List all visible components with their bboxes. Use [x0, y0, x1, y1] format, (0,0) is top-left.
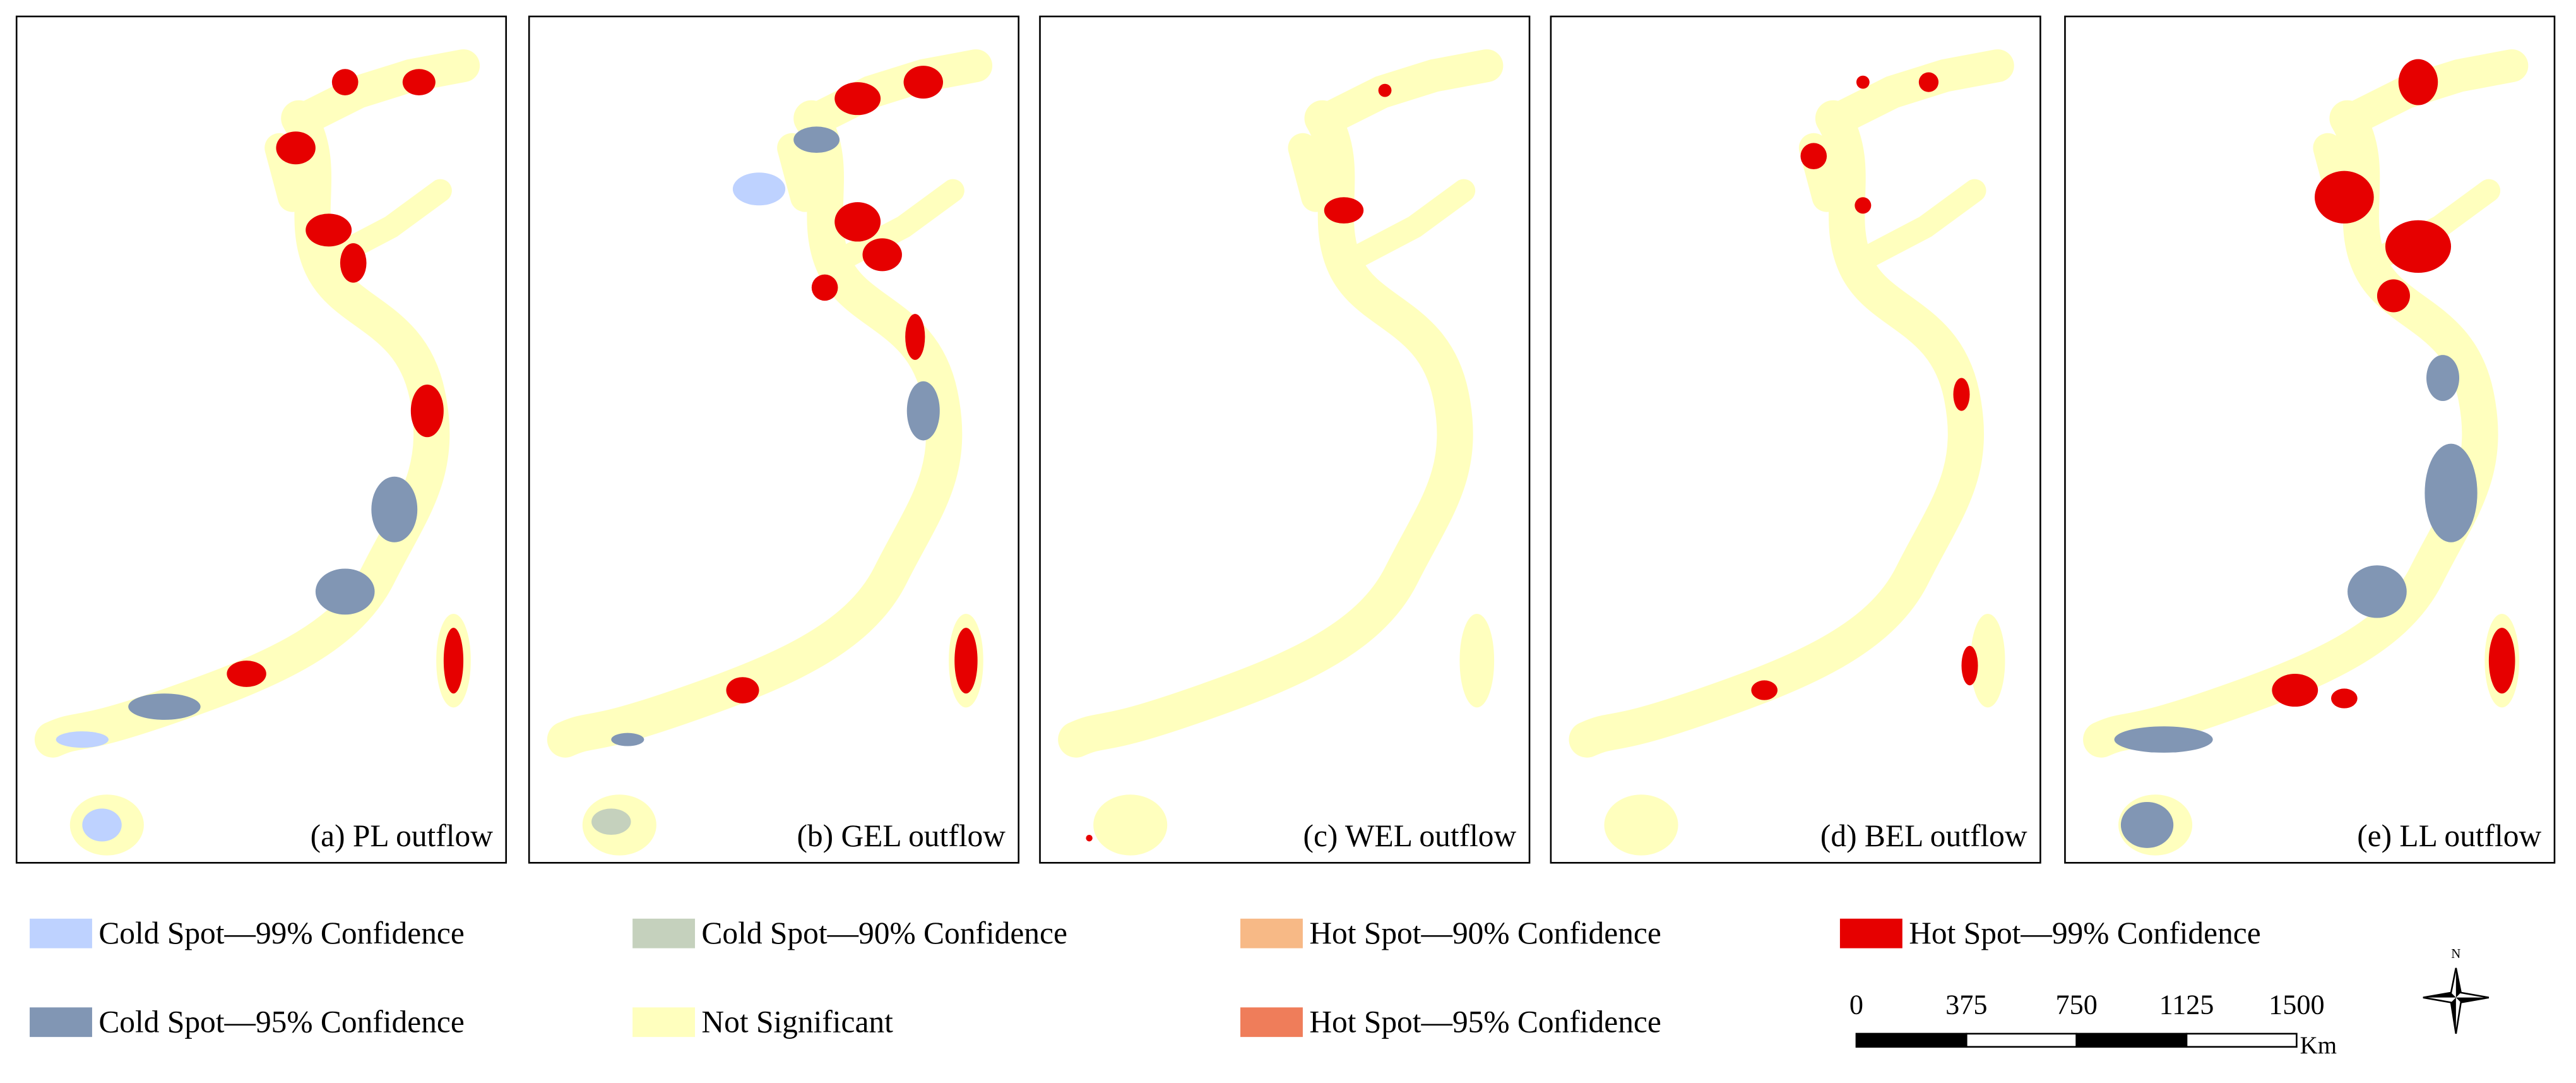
spot-area: [56, 731, 109, 748]
spot-area: [862, 238, 902, 272]
legend-swatch: [1240, 918, 1303, 948]
spot-area: [227, 661, 266, 687]
spot-area: [834, 202, 881, 242]
spot-area: [2488, 628, 2515, 694]
legend-swatch: [30, 918, 92, 948]
scale-segment: [1855, 1032, 1968, 1048]
spot-area: [1086, 835, 1093, 842]
spot-area: [2385, 220, 2452, 273]
spot-area: [2120, 801, 2174, 848]
spot-area: [954, 628, 978, 694]
spot-area: [1324, 197, 1364, 224]
legend-swatch: [1240, 1007, 1303, 1038]
spot-area: [371, 476, 418, 542]
spot-area: [306, 213, 352, 247]
spot-area: [726, 677, 759, 703]
legend-swatch: [1839, 918, 1902, 948]
compass-rose-shade: [2423, 967, 2489, 1034]
spot-area: [340, 243, 367, 283]
spot-area: [1751, 680, 1778, 700]
legend-label: Hot Spot—99% Confidence: [1909, 916, 2260, 950]
spot-area: [402, 69, 436, 95]
spot-area: [1856, 75, 1870, 89]
legend-label: Cold Spot—90% Confidence: [701, 916, 1067, 950]
legend-label: Hot Spot—90% Confidence: [1309, 916, 1661, 950]
scale-label: 1125: [2159, 990, 2214, 1020]
spot-area: [611, 733, 644, 746]
spot-area: [811, 274, 838, 301]
spot-area: [903, 66, 943, 99]
spot-area: [1953, 378, 1970, 411]
scale-segment: [2075, 1032, 2188, 1048]
spot-area: [1800, 143, 1827, 170]
legend-swatch: [30, 1007, 92, 1038]
spot-area: [1378, 83, 1392, 97]
spot-area: [2272, 673, 2318, 707]
legend-label: Cold Spot—99% Confidence: [98, 916, 464, 950]
spot-area: [1855, 197, 1872, 214]
compass-north: N: [2451, 946, 2460, 961]
spot-area: [2377, 279, 2410, 313]
spot-area: [906, 381, 940, 441]
spot-area: [2315, 171, 2374, 224]
legend-swatch: [632, 918, 696, 948]
map-panel: (e) LL outflow: [2064, 15, 2556, 863]
scale-label: 0: [1849, 990, 1863, 1020]
spot-area: [905, 314, 925, 360]
legend-label: Not Significant: [701, 1004, 893, 1039]
legend-swatch: [632, 1007, 696, 1038]
spot-area: [331, 69, 359, 95]
map-panel: (c) WEL outflow: [1039, 15, 1531, 863]
spot-area: [834, 82, 881, 116]
spot-area: [2347, 565, 2407, 618]
panel-label: (b) GEL outflow: [797, 818, 1006, 853]
spot-area: [793, 126, 840, 153]
spot-area: [443, 628, 464, 694]
spot-area: [2331, 688, 2358, 709]
legend-label: Cold Spot—95% Confidence: [98, 1004, 464, 1039]
scale-segment: [2185, 1032, 2298, 1048]
spot-area: [82, 808, 122, 842]
spot-area: [1961, 645, 1978, 686]
panel-label: (c) WEL outflow: [1303, 818, 1517, 853]
scale-label: 750: [2055, 990, 2097, 1020]
map-panel: (a) PL outflow: [15, 15, 507, 863]
map-panel: (b) GEL outflow: [528, 15, 1020, 863]
spot-area: [591, 808, 631, 835]
spot-area: [2425, 443, 2478, 542]
map-panel: (d) BEL outflow: [1550, 15, 2041, 863]
panel-label: (d) BEL outflow: [1820, 818, 2027, 853]
scale-segment: [1966, 1032, 2077, 1048]
panel-label: (a) PL outflow: [311, 818, 494, 853]
spot-area: [2426, 355, 2460, 401]
spot-area: [1918, 72, 1939, 92]
spot-area: [2398, 59, 2438, 105]
panel-label: (e) LL outflow: [2357, 818, 2541, 853]
spot-area: [276, 131, 316, 165]
spot-area: [128, 693, 201, 720]
spot-area: [2114, 726, 2213, 753]
legend-label: Hot Spot—95% Confidence: [1309, 1004, 1661, 1039]
spot-area: [732, 172, 786, 206]
scale-label: 375: [1945, 990, 1987, 1020]
scale-unit: Km: [2300, 1032, 2337, 1059]
spot-area: [315, 568, 375, 615]
scale-label: 1500: [2269, 990, 2324, 1020]
spot-area: [410, 384, 444, 438]
